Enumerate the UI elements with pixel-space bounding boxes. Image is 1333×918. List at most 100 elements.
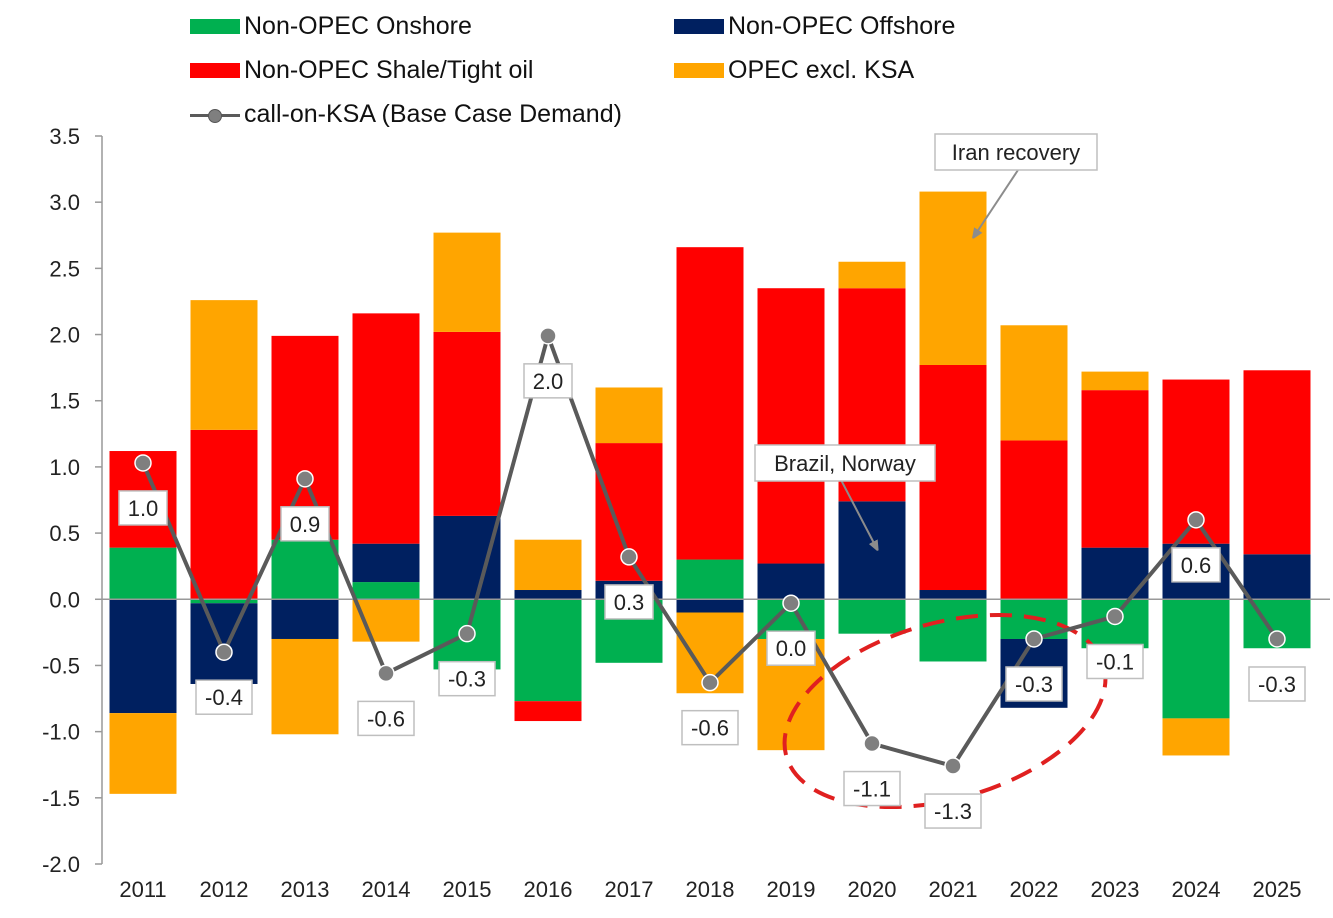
call-on-ksa-data-label: 0.3 [604,584,654,620]
x-tick-label: 2022 [1010,877,1059,902]
brazil-norway-arrow [839,477,876,547]
data-label-box [280,506,330,542]
x-tick-label: 2023 [1091,877,1140,902]
bar-offshore [109,599,177,714]
bar-opec [1081,371,1149,391]
data-label-box [357,700,415,737]
bar-shale [1000,440,1068,600]
call-on-ksa-data-label: -0.3 [438,660,496,697]
data-label-box [195,679,253,715]
bar-onshore [190,599,258,604]
call-on-ksa-point [1106,607,1124,626]
annotation-brazil-norway: Brazil, Norway [754,444,936,482]
bar-opec [514,539,582,591]
call-on-ksa-point [701,673,719,692]
bar-opec [838,261,906,289]
y-tick-label: 3.0 [49,190,80,215]
x-tick-label: 2025 [1253,877,1302,902]
call-on-ksa-data-label: 2.0 [523,363,573,399]
call-on-ksa-point [134,454,152,472]
data-label-box [118,490,168,526]
data-label-box [843,770,901,807]
legend-swatch-line [190,107,240,123]
data-label-box [604,584,654,620]
y-tick-label: 3.5 [49,124,80,149]
legend-label-onshore: Non-OPEC Onshore [244,12,472,40]
bar-shale [676,247,744,560]
call-on-ksa-point [863,734,881,753]
data-label-text: 0.6 [1181,553,1212,578]
x-tick-label: 2020 [848,877,897,902]
call-on-ksa-point [458,624,476,643]
call-on-ksa-data-label: -1.1 [843,770,901,807]
y-tick-label: -2.0 [42,852,80,877]
bar-opec [109,713,177,794]
x-tick-label: 2015 [443,877,492,902]
legend-item-onshore: Non-OPEC Onshore [190,12,472,41]
legend-item-call-on-ksa: call-on-KSA (Base Case Demand) [190,100,622,129]
bar-opec [595,387,663,444]
data-label-text: -1.3 [934,799,972,824]
y-tick-label: 0.5 [49,521,80,546]
x-tick-label: 2018 [686,877,735,902]
bar-shale [271,335,339,540]
call-on-ksa-data-label: 0.0 [766,630,816,666]
bar-shale [514,701,582,722]
bar-onshore [838,599,906,634]
x-tick-label: 2016 [524,877,573,902]
bar-shale [1243,370,1311,555]
annotation-iran-recovery: Iran recovery [934,133,1098,171]
bar-offshore [514,590,582,600]
data-label-text: 0.3 [614,590,645,615]
call-on-ksa-data-label: -0.4 [195,679,253,715]
call-on-ksa-data-label: 0.6 [1171,547,1221,583]
bar-opec [1000,325,1068,441]
call-on-ksa-point [377,664,395,683]
legend-item-opec: OPEC excl. KSA [674,56,914,85]
call-on-ksa-point [620,548,638,566]
data-label-text: -0.4 [205,685,243,710]
legend-label-shale: Non-OPEC Shale/Tight oil [244,56,534,84]
bar-onshore [271,539,339,600]
x-tick-label: 2021 [929,877,978,902]
legend-swatch-shale [190,63,240,78]
legend-item-shale: Non-OPEC Shale/Tight oil [190,56,533,85]
y-tick-label: 0.0 [49,587,80,612]
bar-shale [433,331,501,516]
data-label-text: 0.0 [776,636,807,661]
bar-offshore [352,543,420,583]
data-label-text: -1.1 [853,777,891,802]
x-tick-label: 2011 [119,877,166,902]
call-on-ksa-data-label: -1.3 [924,793,982,829]
bar-offshore [838,501,906,600]
bar-offshore [1243,554,1311,600]
y-tick-label: -1.0 [42,720,80,745]
call-on-ksa-point [296,470,314,488]
call-on-ksa-point [539,327,557,345]
bar-offshore [271,599,339,639]
y-tick-label: 1.5 [49,389,80,414]
call-on-ksa-data-label: -0.3 [1248,666,1306,702]
legend-swatch-opec [674,63,724,78]
y-tick-label: 2.0 [49,323,80,348]
chart-legend: Non-OPEC Onshore Non-OPEC Offshore Non-O… [0,0,1333,135]
call-on-ksa-data-label: -0.6 [681,709,739,746]
data-label-box [1086,643,1144,680]
annotation-brazil-norway-text: Brazil, Norway [774,451,916,476]
bars-group [109,191,1311,794]
data-label-box [1005,666,1063,702]
bar-shale [190,429,258,600]
legend-label-offshore: Non-OPEC Offshore [728,12,956,40]
data-label-text: -0.3 [1258,672,1296,697]
legend-swatch-offshore [674,19,724,34]
bar-shale [757,288,825,564]
x-tick-label: 2012 [200,877,249,902]
bar-opec [190,300,258,430]
x-tick-label: 2024 [1172,877,1221,902]
y-tick-label: 1.0 [49,455,80,480]
bar-opec [271,638,339,735]
legend-item-offshore: Non-OPEC Offshore [674,12,955,41]
bar-offshore [757,563,825,600]
